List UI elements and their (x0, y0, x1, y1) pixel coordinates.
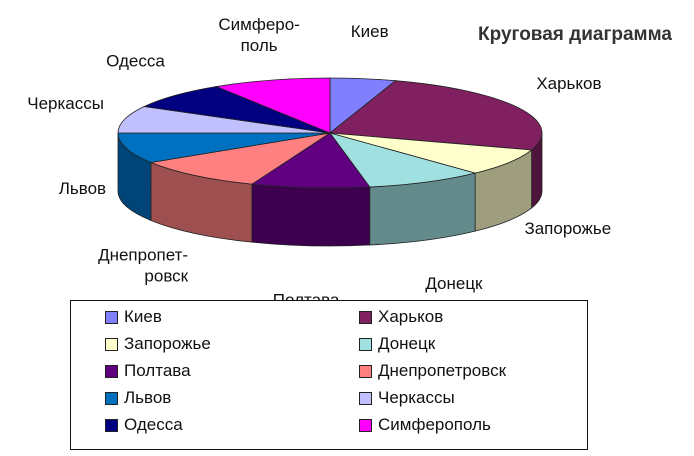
slice-label-line: Черкассы (27, 94, 104, 113)
slice-label-line: Харьков (536, 74, 601, 93)
slice-label-line: Донецк (425, 274, 483, 293)
pie-slice-3 (329, 132, 533, 174)
chart-legend: Киев Харьков Запорожье Донецк Полтава Днепроп… (70, 300, 588, 450)
legend-label: Днепропетровск (378, 361, 507, 380)
legend-item: Полтава (105, 360, 191, 382)
pie-slice-5 (250, 132, 371, 189)
legend-item: Днепропетровск (359, 360, 506, 382)
legend-label: Харьков (378, 307, 444, 326)
slice-label-line: Одесса (106, 52, 165, 71)
legend-swatch (105, 364, 118, 378)
slice-label-2: Харьков (536, 74, 601, 93)
legend-item: Черкассы (359, 387, 455, 409)
pie-slice-7 (117, 132, 331, 163)
slice-label-9: Одесса (106, 52, 165, 71)
legend-label: Донецк (378, 334, 436, 353)
pie-slice-6 (149, 132, 331, 185)
pie-slice-8 (117, 106, 331, 134)
legend-swatch (359, 364, 372, 378)
pie-chart: Круговая диаграмма Киев Харьков Запорожье Д… (27, 15, 672, 300)
legend-label: Полтава (124, 361, 191, 380)
slice-label-5: Полтава (273, 290, 340, 300)
legend-item: Симферополь (359, 414, 491, 436)
slice-label-4: Донецк (425, 274, 483, 293)
slice-label-7: Львов (59, 179, 106, 198)
legend-label: Одесса (124, 415, 183, 434)
legend-label: Запорожье (124, 334, 211, 353)
legend-swatch (105, 418, 118, 432)
legend-swatch (105, 310, 118, 324)
legend-item: Киев (105, 306, 162, 328)
slice-label-line: Запорожье (524, 219, 611, 238)
slice-label-line: Симферо- (218, 15, 299, 34)
slice-label-1: Киев (351, 22, 389, 41)
legend-item: Одесса (105, 414, 183, 436)
slice-label-3: Запорожье (524, 219, 611, 238)
legend-item: Львов (105, 387, 171, 409)
pie-slice-4 (328, 132, 477, 188)
legend-swatch (359, 418, 372, 432)
pie-side-5 (251, 183, 371, 247)
legend-label: Черкассы (378, 388, 455, 407)
legend-swatch (359, 337, 372, 351)
legend-swatch (105, 337, 118, 351)
slice-labels: Киев Харьков Запорожье Донецк Полтава Днепроп… (27, 15, 611, 300)
pie-slice-2 (328, 80, 543, 151)
slice-label-line: Киев (351, 22, 389, 41)
slice-label-10: Симферо-поль (218, 15, 299, 55)
slice-label-8: Черкассы (27, 94, 104, 113)
legend-item: Харьков (359, 306, 443, 328)
legend-label: Симферополь (378, 415, 491, 434)
legend-swatch (105, 391, 118, 405)
slice-label-6: Днепропет-ровск (98, 245, 189, 285)
pie-slice-10 (214, 77, 331, 134)
legend-label: Киев (124, 307, 162, 326)
pie-slice-9 (142, 86, 331, 134)
legend-swatch (359, 310, 372, 324)
legend-item: Донецк (359, 333, 435, 355)
legend-swatch (359, 391, 372, 405)
pie-plot (117, 77, 543, 247)
slice-label-line: Львов (59, 179, 106, 198)
chart-title: Круговая диаграмма (478, 24, 672, 45)
legend-item: Запорожье (105, 333, 211, 355)
slice-label-line: ровск (144, 266, 188, 285)
legend-label: Львов (124, 388, 172, 407)
slice-label-line: Полтава (273, 290, 340, 300)
slice-label-line: поль (241, 36, 278, 55)
slice-label-line: Днепропет- (98, 245, 188, 264)
